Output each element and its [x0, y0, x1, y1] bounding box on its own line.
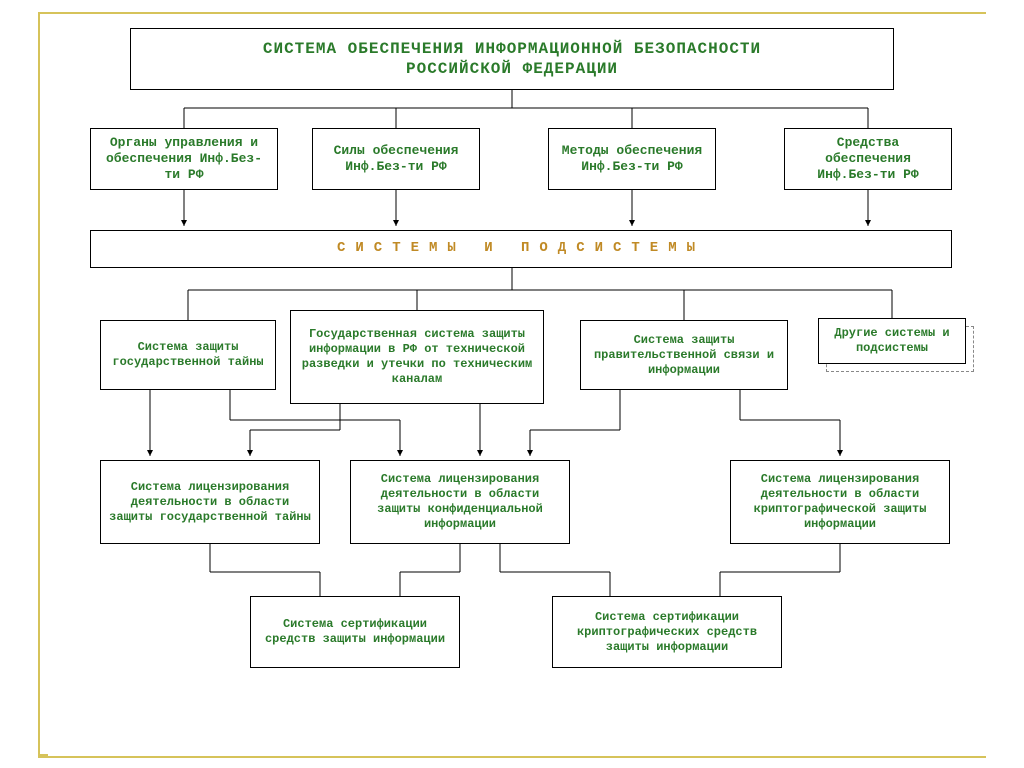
l3-label-0: Система защиты государственной тайны [109, 340, 267, 370]
l5-box-1: Система сертификации криптографических с… [552, 596, 782, 668]
l2-box-2: Методы обеспечения Инф.Без-ти РФ [548, 128, 716, 190]
outer-frame-top [38, 12, 986, 14]
outer-frame-left [38, 12, 48, 756]
l4-label-1: Система лицензирования деятельности в об… [359, 472, 561, 532]
band-label: СИСТЕМЫ И ПОДСИСТЕМЫ [337, 240, 705, 258]
l2-box-3: Средства обеспечения Инф.Без-ти РФ [784, 128, 952, 190]
l2-box-1: Силы обеспечения Инф.Без-ти РФ [312, 128, 480, 190]
l3-box-0: Система защиты государственной тайны [100, 320, 276, 390]
l5-box-0: Система сертификации средств защиты инфо… [250, 596, 460, 668]
l2-label-0: Органы управления и обеспечения Инф.Без-… [99, 135, 269, 184]
l4-box-1: Система лицензирования деятельности в об… [350, 460, 570, 544]
title-line1: СИСТЕМА ОБЕСПЕЧЕНИЯ ИНФОРМАЦИОННОЙ БЕЗОП… [263, 39, 761, 59]
outer-frame-bottom [38, 756, 986, 758]
l4-label-0: Система лицензирования деятельности в об… [109, 480, 311, 525]
l2-label-1: Силы обеспечения Инф.Без-ти РФ [321, 143, 471, 176]
title-line2: РОССИЙСКОЙ ФЕДЕРАЦИИ [263, 59, 761, 79]
l2-label-2: Методы обеспечения Инф.Без-ти РФ [557, 143, 707, 176]
title-box: СИСТЕМА ОБЕСПЕЧЕНИЯ ИНФОРМАЦИОННОЙ БЕЗОП… [130, 28, 894, 90]
l3-box-2: Система защиты правительственной связи и… [580, 320, 788, 390]
l5-label-0: Система сертификации средств защиты инфо… [259, 617, 451, 647]
l2-box-0: Органы управления и обеспечения Инф.Без-… [90, 128, 278, 190]
l3-label-1: Государственная система защиты информаци… [299, 327, 535, 387]
l2-label-3: Средства обеспечения Инф.Без-ти РФ [793, 135, 943, 184]
l3-box-3: Другие системы и подсистемы [818, 318, 966, 364]
l3-label-2: Система защиты правительственной связи и… [589, 333, 779, 378]
l4-label-2: Система лицензирования деятельности в об… [739, 472, 941, 532]
l3-box-1: Государственная система защиты информаци… [290, 310, 544, 404]
l3-label-3: Другие системы и подсистемы [827, 326, 957, 356]
l5-label-1: Система сертификации криптографических с… [561, 610, 773, 655]
l4-box-2: Система лицензирования деятельности в об… [730, 460, 950, 544]
l4-box-0: Система лицензирования деятельности в об… [100, 460, 320, 544]
band-box: СИСТЕМЫ И ПОДСИСТЕМЫ [90, 230, 952, 268]
